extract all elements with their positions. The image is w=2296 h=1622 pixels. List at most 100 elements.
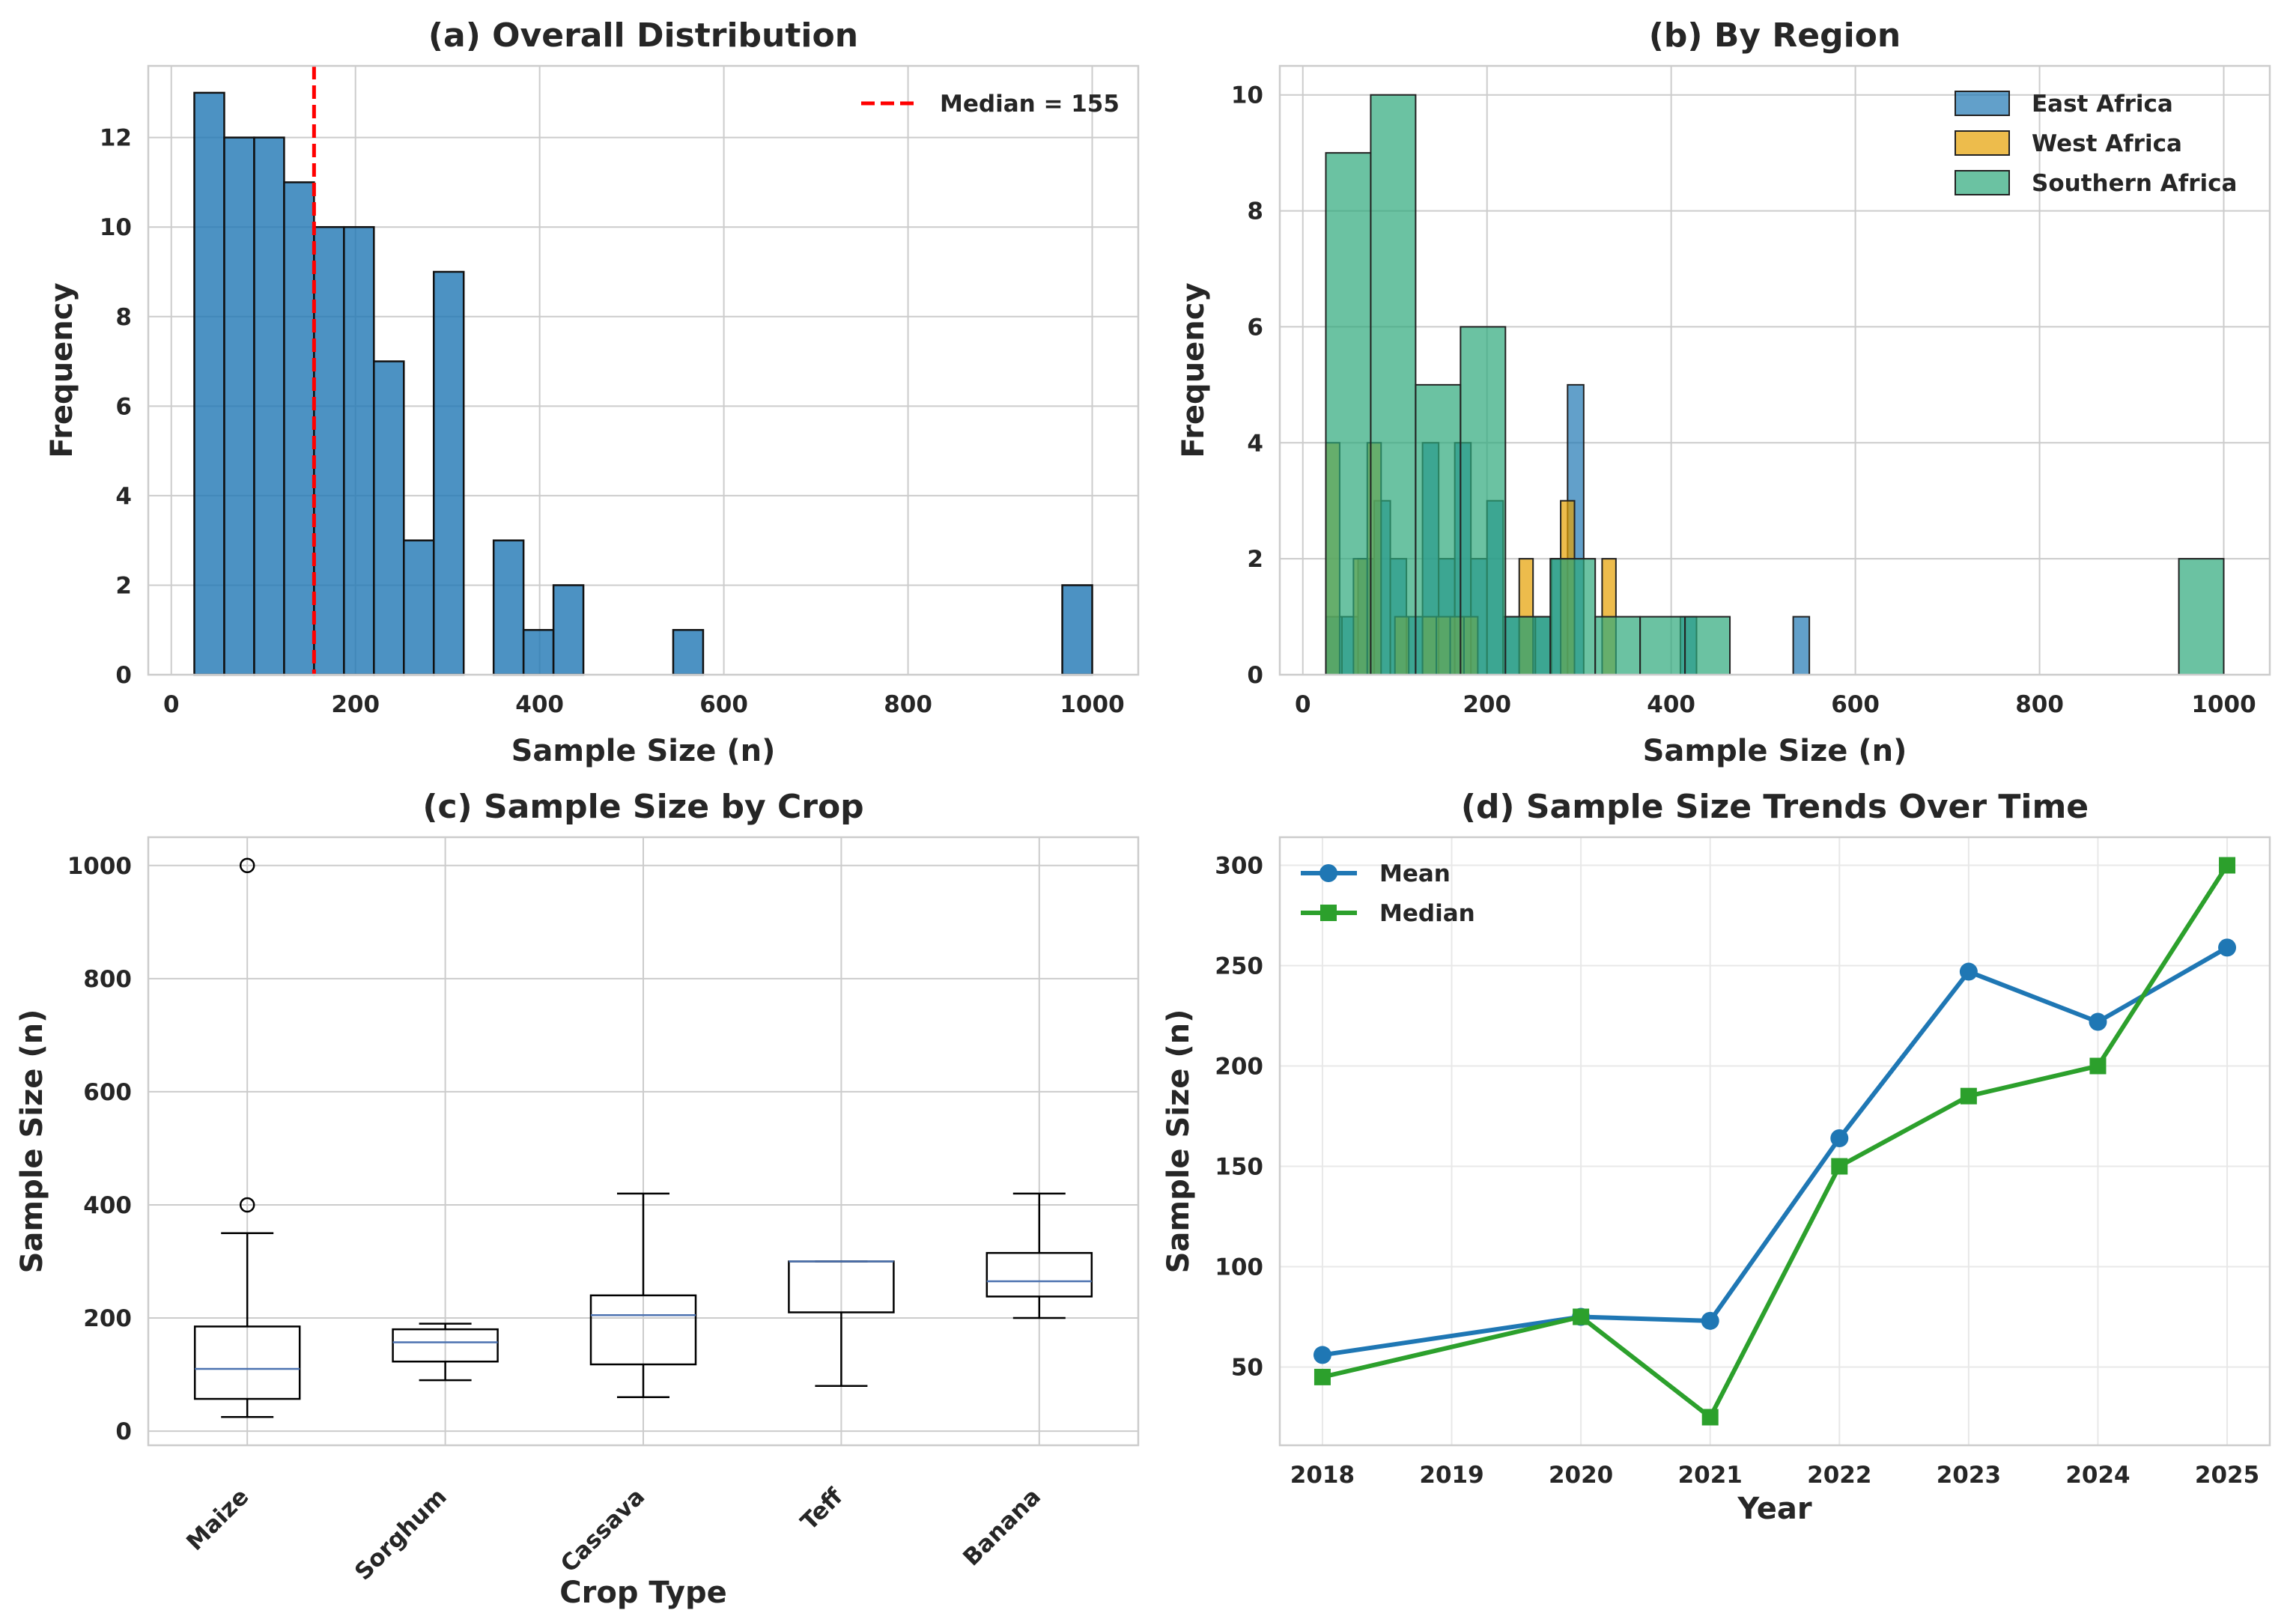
x-tick-label: 1000	[2191, 691, 2256, 718]
data-point-median	[1701, 1409, 1719, 1426]
legend-marker	[1319, 864, 1337, 882]
x-tick-label: 800	[884, 691, 932, 718]
x-tick-label: 2024	[2065, 1462, 2130, 1489]
x-axis-label: Year	[1737, 1492, 1811, 1526]
y-tick-label: 6	[1247, 314, 1263, 341]
legend-label: Southern Africa	[2032, 170, 2237, 197]
histogram-bar	[672, 628, 705, 676]
data-point-mean	[1959, 962, 1978, 981]
y-tick-label: 0	[115, 1418, 132, 1445]
x-tick-label: 800	[2015, 691, 2064, 718]
outlier-point	[239, 857, 255, 874]
y-axis-label: Frequency	[45, 282, 79, 458]
data-point-median	[1313, 1368, 1331, 1385]
histogram-bar-southern-africa	[1594, 616, 1641, 675]
y-tick-label: 10	[100, 214, 132, 241]
y-tick-label: 12	[100, 125, 132, 152]
y-axis-label: Sample Size (n)	[1161, 1009, 1196, 1274]
y-axis-label: Frequency	[1176, 282, 1211, 458]
data-point-mean	[1313, 1346, 1331, 1364]
y-tick-label: 600	[83, 1079, 132, 1106]
x-tick-label: 2025	[2195, 1462, 2259, 1489]
subplot-title: (c) Sample Size by Crop	[422, 788, 863, 826]
box-iqr	[193, 1325, 301, 1400]
x-tick-label: Maize	[181, 1483, 254, 1556]
x-tick-label: 0	[163, 691, 180, 718]
legend-swatch	[1955, 170, 2010, 195]
histogram-bar-southern-africa	[1325, 152, 1372, 675]
x-tick-label: 0	[1295, 691, 1311, 718]
x-tick-label: Teff	[795, 1483, 848, 1536]
axes-frame-c	[147, 836, 1140, 1447]
y-tick-label: 8	[115, 304, 132, 331]
histogram-bar	[343, 225, 375, 676]
x-tick-label: 2022	[1807, 1462, 1871, 1489]
y-tick-label: 4	[115, 483, 132, 510]
x-tick-label: 2019	[1419, 1462, 1483, 1489]
histogram-bar	[373, 360, 405, 676]
x-tick-label: 400	[515, 691, 564, 718]
y-tick-label: 200	[83, 1305, 132, 1332]
legend-label: East Africa	[2032, 91, 2173, 118]
y-tick-label: 400	[83, 1192, 132, 1219]
y-tick-label: 150	[1215, 1153, 1263, 1180]
x-tick-label: 1000	[1060, 691, 1124, 718]
histogram-bar-southern-africa	[2178, 558, 2225, 676]
histogram-bar-southern-africa	[1549, 558, 1597, 676]
data-point-median	[1831, 1158, 1848, 1175]
x-tick-label: Cassava	[556, 1483, 650, 1578]
x-tick-label: 2021	[1678, 1462, 1743, 1489]
histogram-bar	[193, 91, 225, 676]
y-tick-label: 4	[1247, 430, 1263, 457]
data-point-median	[1573, 1308, 1590, 1325]
legend-label: Median	[1379, 900, 1475, 927]
axes-frame-d	[1278, 836, 2271, 1447]
box-iqr	[392, 1328, 499, 1363]
histogram-bar	[552, 584, 585, 676]
x-tick-label: 2018	[1290, 1462, 1355, 1489]
histogram-bar	[432, 270, 465, 676]
x-tick-label: 2023	[1937, 1462, 2001, 1489]
histogram-bar	[1061, 584, 1093, 676]
subplot-title: (d) Sample Size Trends Over Time	[1461, 788, 2089, 826]
histogram-bar	[283, 181, 315, 676]
x-axis-label: Crop Type	[559, 1576, 727, 1610]
x-axis-label: Sample Size (n)	[1643, 734, 1907, 768]
y-axis-label: Sample Size (n)	[15, 1009, 49, 1274]
x-tick-label: 600	[699, 691, 748, 718]
data-point-median	[2089, 1057, 2107, 1075]
subplot-title: (a) Overall Distribution	[428, 16, 858, 55]
histogram-bar	[522, 628, 555, 676]
x-axis-label: Sample Size (n)	[511, 734, 776, 768]
x-tick-label: 200	[331, 691, 380, 718]
histogram-bar	[403, 539, 435, 676]
y-tick-label: 10	[1231, 82, 1263, 109]
y-tick-label: 6	[115, 393, 132, 420]
y-tick-label: 800	[83, 966, 132, 993]
data-point-median	[2219, 857, 2236, 874]
x-tick-label: 400	[1647, 691, 1695, 718]
legend-swatch	[1955, 91, 2010, 116]
legend-median-label: Median = 155	[940, 91, 1120, 118]
histogram-bar	[223, 136, 255, 676]
legend-label: West Africa	[2032, 130, 2182, 157]
data-point-mean	[1830, 1129, 1849, 1147]
legend-swatch	[1955, 130, 2010, 156]
y-tick-label: 2	[1247, 546, 1263, 573]
histogram-bar-southern-africa	[1415, 383, 1462, 675]
y-tick-label: 250	[1215, 953, 1263, 980]
histogram-bar-southern-africa	[1370, 94, 1417, 675]
box-iqr	[589, 1294, 697, 1366]
legend-marker	[1320, 905, 1337, 921]
y-tick-label: 0	[1247, 662, 1263, 689]
x-tick-label: Sorghum	[350, 1483, 452, 1586]
x-tick-label: 2020	[1549, 1462, 1613, 1489]
histogram-bar-southern-africa	[1504, 616, 1552, 675]
data-point-mean	[2089, 1012, 2107, 1031]
data-point-mean	[1701, 1311, 1719, 1330]
y-tick-label: 2	[115, 572, 132, 599]
data-point-mean	[2218, 938, 2237, 957]
y-tick-label: 100	[1215, 1254, 1263, 1281]
histogram-bar	[313, 225, 345, 676]
outlier-point	[239, 1197, 255, 1213]
